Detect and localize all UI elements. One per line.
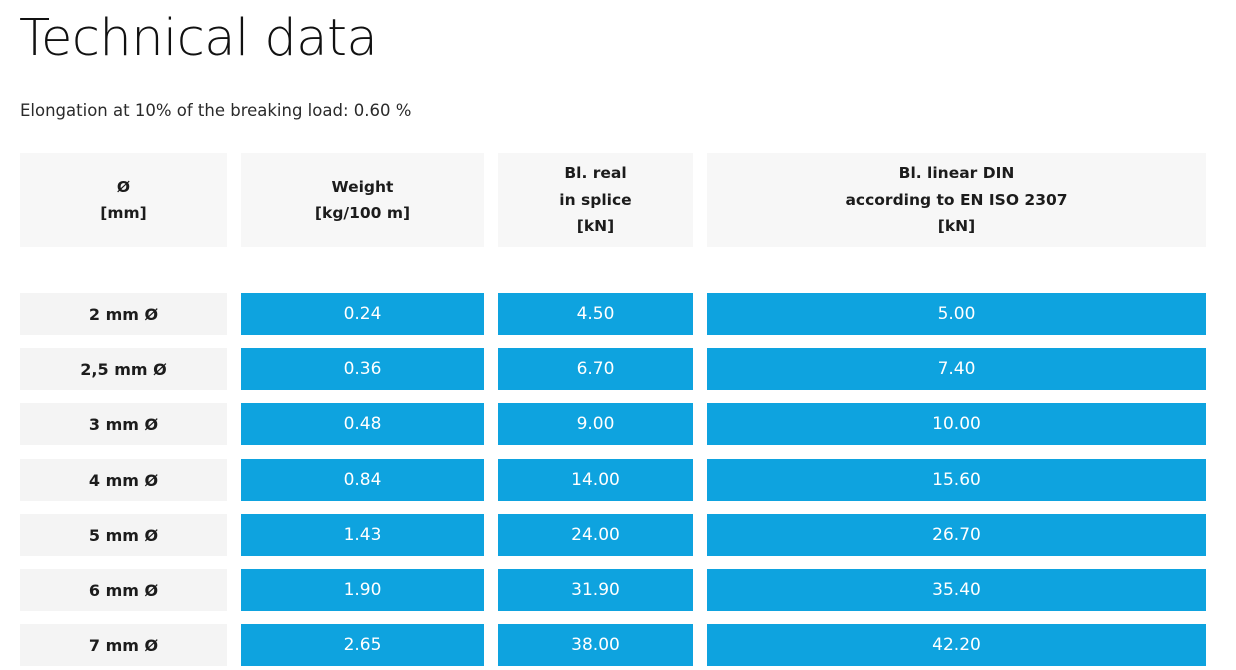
header-bl-linear: Bl. linear DIN according to EN ISO 2307 … [707,153,1206,247]
row-bl-real: 9.00 [498,403,693,445]
header-diameter-line-2: [mm] [100,204,147,222]
page-title: Technical data [19,9,378,68]
row-bl-linear: 10.00 [707,403,1206,445]
row-bl-linear: 15.60 [707,459,1206,501]
row-weight: 0.48 [241,403,484,445]
row-diameter: 4 mm Ø [20,459,227,501]
row-diameter: 3 mm Ø [20,403,227,445]
row-bl-real: 4.50 [498,293,693,335]
row-bl-real: 38.00 [498,624,693,666]
header-bl-real-line-2: in splice [559,190,632,209]
row-diameter: 6 mm Ø [20,569,227,611]
header-diameter: Ø [mm] [20,153,227,247]
row-diameter: 5 mm Ø [20,514,227,556]
row-bl-linear: 7.40 [707,348,1206,390]
header-weight-line-1: Weight [331,177,394,196]
header-bl-real: Bl. real in splice [kN] [498,153,693,247]
elongation-note: Elongation at 10% of the breaking load: … [20,101,412,120]
row-bl-linear: 35.40 [707,569,1206,611]
row-bl-real: 24.00 [498,514,693,556]
header-bl-real-line-3: [kN] [576,217,615,236]
row-bl-linear: 5.00 [707,293,1206,335]
row-bl-linear: 26.70 [707,514,1206,556]
header-bl-linear-line-1: Bl. linear DIN [898,164,1015,183]
row-bl-real: 6.70 [498,348,693,390]
row-diameter: 2 mm Ø [20,293,227,335]
header-weight: Weight [kg/100 m] [241,153,484,247]
header-weight-line-2: [kg/100 m] [314,204,411,222]
row-weight: 0.24 [241,293,484,335]
row-weight: 0.36 [241,348,484,390]
row-bl-real: 14.00 [498,459,693,501]
row-bl-real: 31.90 [498,569,693,611]
header-bl-linear-line-3: [kN] [937,217,976,236]
row-weight: 1.90 [241,569,484,611]
header-bl-linear-line-2: according to EN ISO 2307 [845,190,1068,209]
row-weight: 2.65 [241,624,484,666]
row-weight: 1.43 [241,514,484,556]
row-diameter: 7 mm Ø [20,624,227,666]
row-weight: 0.84 [241,459,484,501]
row-bl-linear: 42.20 [707,624,1206,666]
row-diameter: 2,5 mm Ø [20,348,227,390]
header-diameter-line-1: Ø [116,177,131,196]
header-bl-real-line-1: Bl. real [564,164,627,183]
